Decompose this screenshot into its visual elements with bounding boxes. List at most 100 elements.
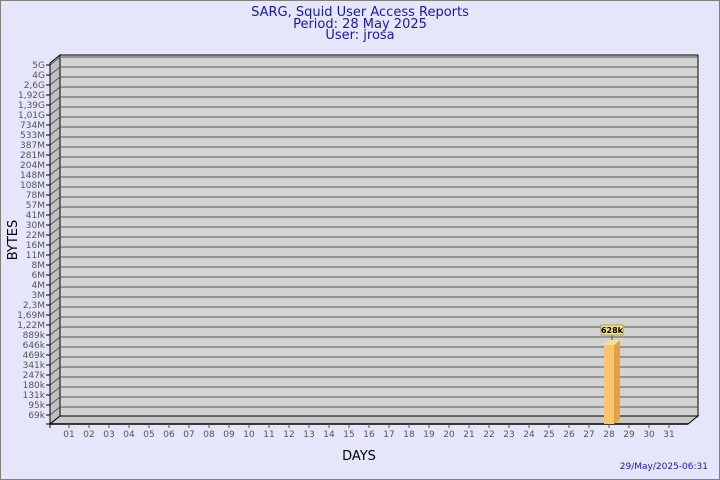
x-tick-label-28: 28: [603, 430, 615, 440]
gridline-depth: [49, 296, 61, 306]
y-tick-label: 2,3M: [23, 301, 45, 311]
x-tick-label-03: 03: [103, 430, 114, 440]
x-tick-label-25: 25: [543, 430, 554, 440]
x-tick-label-31: 31: [663, 430, 674, 440]
bar-label-box: [600, 324, 624, 336]
bar-side: [614, 340, 620, 424]
x-tick-label-09: 09: [223, 430, 235, 440]
gridline-depth: [49, 106, 61, 116]
x-tick-label-15: 15: [343, 430, 354, 440]
y-tick-label: 4G: [32, 71, 45, 81]
y-tick-label: 41M: [26, 211, 45, 221]
gridline-depth: [49, 206, 61, 216]
x-tick-label-20: 20: [443, 430, 455, 440]
x-tick-label-01: 01: [63, 430, 74, 440]
y-tick-label: 247k: [23, 371, 46, 381]
x-tick-label-18: 18: [403, 430, 415, 440]
bar-value-label: 628k: [601, 326, 624, 335]
y-tick-label: 3M: [32, 291, 46, 301]
y-axis-label: BYTES: [6, 220, 21, 261]
y-tick-label: 131k: [23, 391, 46, 401]
y-tick-label: 69k: [28, 411, 45, 421]
y-tick-label: 1,22M: [17, 321, 45, 331]
x-tick-label-05: 05: [143, 430, 154, 440]
y-tick-label: 16M: [26, 241, 45, 251]
x-tick-label-22: 22: [483, 430, 494, 440]
y-tick-label: 4M: [32, 281, 46, 291]
x-tick-label-19: 19: [423, 430, 435, 440]
bar-top: [604, 340, 620, 345]
gridline-depth: [49, 386, 61, 396]
gridline-depth: [49, 186, 61, 196]
y-tick-label: 533M: [20, 131, 45, 141]
y-tick-label: 1,39G: [18, 101, 45, 111]
y-tick-label: 1,69M: [17, 311, 45, 321]
gridline-depth: [49, 96, 61, 106]
y-tick-label: 281M: [20, 151, 45, 161]
gridline-depth: [49, 326, 61, 336]
y-tick-label: 57M: [26, 201, 45, 211]
gridline-depth: [49, 336, 61, 346]
y-tick-label: 148M: [20, 171, 45, 181]
floor: [48, 415, 700, 425]
x-tick-label-24: 24: [523, 430, 535, 440]
gridline-depth: [49, 356, 61, 366]
x-axis-label: DAYS: [342, 449, 376, 464]
gridline-depth: [49, 276, 61, 286]
y-tick-label: 646k: [23, 341, 46, 351]
back-wall: [59, 54, 699, 417]
x-tick-label-11: 11: [263, 430, 274, 440]
gridline-depth: [49, 236, 61, 246]
chart-title-period: Period: 28 May 2025: [293, 17, 427, 32]
x-tick-label-02: 02: [83, 430, 94, 440]
x-tick-label-23: 23: [503, 430, 514, 440]
gridline-depth: [49, 406, 61, 416]
gridline-depth: [49, 246, 61, 256]
gridline-depth: [49, 266, 61, 276]
y-tick-label: 204M: [20, 161, 45, 171]
y-tick-label: 1,01G: [18, 111, 45, 121]
x-tick-label-08: 08: [203, 430, 215, 440]
bar-day-28: [604, 345, 614, 424]
x-tick-label-17: 17: [383, 430, 394, 440]
x-tick-label-07: 07: [183, 430, 194, 440]
y-tick-label: 180k: [23, 381, 46, 391]
gridline-depth: [49, 166, 61, 176]
y-tick-label: 1,92G: [18, 91, 45, 101]
gridline-depth: [49, 86, 61, 96]
y-tick-label: 22M: [26, 231, 45, 241]
y-tick-label: 78M: [26, 191, 45, 201]
gridline-depth: [49, 216, 61, 226]
y-tick-label: 387M: [20, 141, 45, 151]
gridline-depth: [49, 346, 61, 356]
gridline-depth: [49, 366, 61, 376]
y-tick-label: 469k: [23, 351, 46, 361]
gridline-depth: [49, 146, 61, 156]
x-tick-label-29: 29: [623, 430, 635, 440]
y-tick-label: 30M: [26, 221, 45, 231]
y-tick-label: 8M: [32, 261, 46, 271]
x-tick-label-21: 21: [463, 430, 474, 440]
gridline-depth: [49, 76, 61, 86]
gridline-depth: [49, 176, 61, 186]
plot-area: 5G4G2,6G1,92G1,39G1,01G734M533M387M281M2…: [17, 53, 700, 440]
x-tick-label-10: 10: [243, 430, 255, 440]
gridline-depth: [49, 396, 61, 406]
chart-title-line-1: SARG, Squid User Access Reports: [251, 5, 469, 20]
gridline-depth: [49, 376, 61, 386]
gridline-depth: [49, 56, 61, 66]
gridline-depth: [49, 116, 61, 126]
gridline-depth: [49, 156, 61, 166]
y-tick-label: 11M: [26, 251, 45, 261]
x-tick-label-12: 12: [283, 430, 294, 440]
gridline-depth: [49, 316, 61, 326]
x-tick-label-04: 04: [123, 430, 135, 440]
gridline-depth: [49, 66, 61, 76]
y-tick-label: 6M: [32, 271, 46, 281]
x-tick-label-16: 16: [363, 430, 375, 440]
gridline-depth: [49, 226, 61, 236]
x-tick-label-27: 27: [583, 430, 594, 440]
x-tick-label-13: 13: [303, 430, 314, 440]
y-tick-label: 889k: [23, 331, 46, 341]
